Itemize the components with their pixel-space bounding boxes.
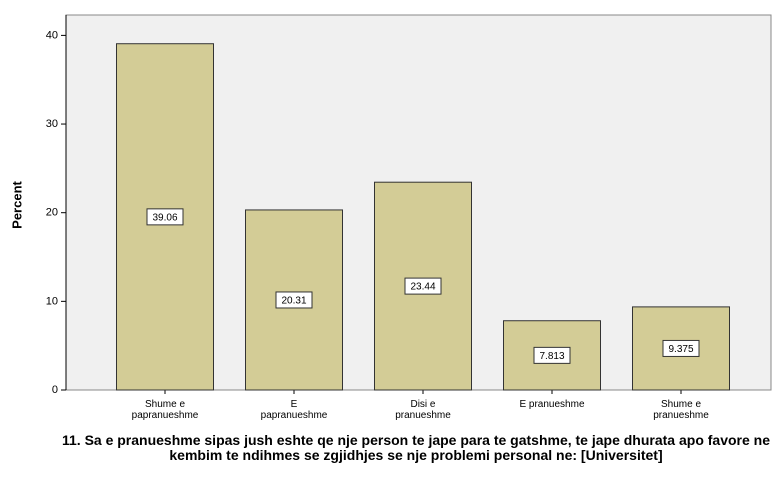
data-label: 20.31 — [281, 296, 306, 307]
y-axis-label: Percent — [9, 180, 24, 228]
x-tick-label: Disi e pranueshme — [395, 399, 451, 421]
data-label: 39.06 — [152, 213, 177, 224]
data-label-box — [404, 277, 442, 295]
data-label: 9.375 — [668, 344, 693, 355]
data-label-box — [662, 339, 700, 357]
y-tick-label: 0 — [52, 384, 58, 396]
y-tick-label: 30 — [46, 118, 58, 130]
y-tick-label: 40 — [46, 29, 58, 41]
x-tick-label: Shume e papranueshme — [131, 399, 199, 421]
x-tick-label: Shume e pranueshme — [653, 399, 709, 421]
x-axis-label: 11. Sa e pranueshme sipas jush eshte qe … — [61, 432, 771, 463]
data-label-box — [533, 346, 571, 364]
x-tick-label: E papranueshme — [260, 399, 328, 421]
data-label: 23.44 — [410, 282, 435, 293]
x-tick-label: E pranueshme — [519, 399, 585, 410]
y-tick-label: 20 — [46, 207, 58, 219]
data-label-box — [146, 208, 184, 226]
data-label-box — [275, 291, 313, 309]
data-label: 7.813 — [539, 351, 564, 362]
y-tick-label: 10 — [46, 295, 58, 307]
